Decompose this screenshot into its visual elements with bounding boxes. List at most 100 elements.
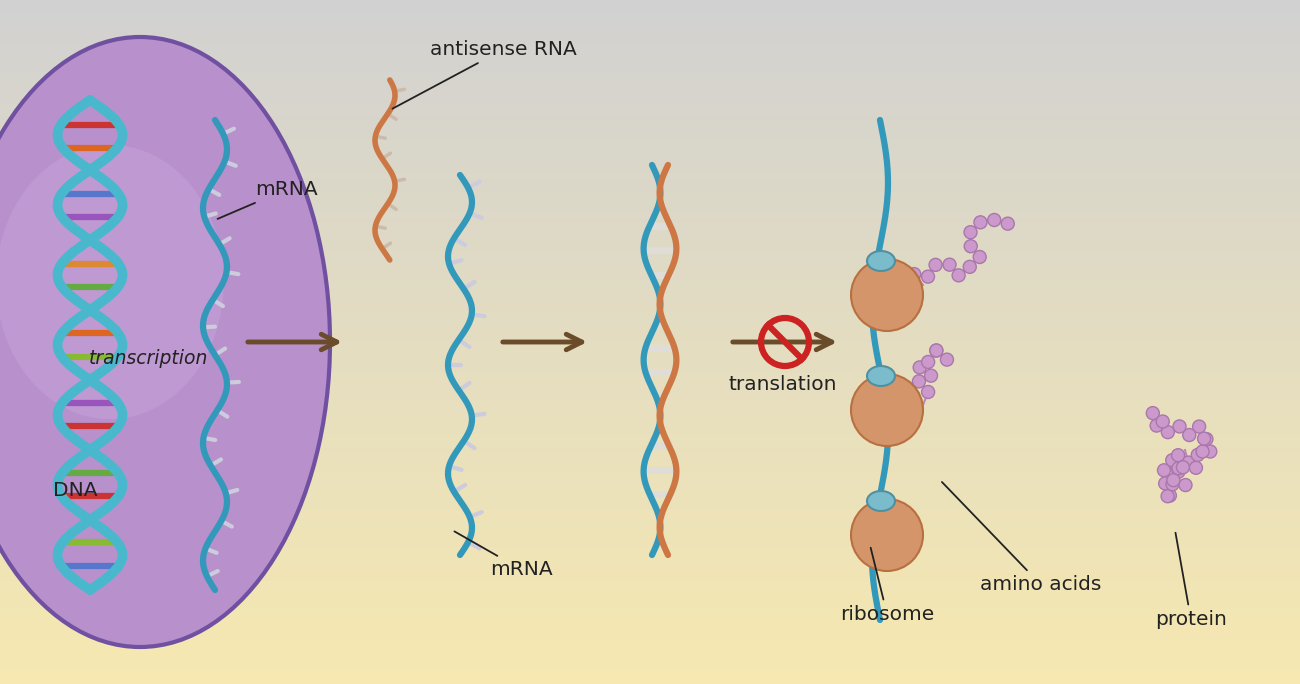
Bar [0, 17, 1300, 21]
Text: protein: protein [1154, 533, 1227, 629]
Bar [0, 171, 1300, 174]
Bar [0, 667, 1300, 670]
Bar [0, 366, 1300, 369]
Circle shape [1171, 449, 1184, 462]
Bar [0, 321, 1300, 325]
Circle shape [1200, 432, 1213, 445]
Bar [0, 222, 1300, 226]
Circle shape [1171, 465, 1184, 478]
Bar [0, 116, 1300, 120]
Bar [0, 58, 1300, 62]
Bar [0, 551, 1300, 554]
Bar [0, 212, 1300, 215]
Circle shape [952, 269, 965, 282]
Bar [0, 123, 1300, 127]
Bar [0, 544, 1300, 547]
Bar [0, 469, 1300, 472]
Bar [0, 359, 1300, 363]
Bar [0, 561, 1300, 564]
Bar [0, 352, 1300, 356]
Bar [0, 75, 1300, 79]
Bar [0, 380, 1300, 383]
Bar [0, 229, 1300, 233]
Bar [0, 106, 1300, 109]
Bar [0, 192, 1300, 195]
Circle shape [1173, 462, 1186, 475]
Circle shape [1001, 217, 1014, 231]
Bar [0, 89, 1300, 92]
Bar [0, 304, 1300, 308]
Bar [0, 68, 1300, 72]
Bar [0, 27, 1300, 31]
Bar [0, 400, 1300, 404]
Bar [0, 434, 1300, 438]
Text: amino acids: amino acids [942, 482, 1101, 594]
Bar [0, 246, 1300, 250]
Bar [0, 48, 1300, 51]
Circle shape [1164, 489, 1176, 502]
Bar [0, 14, 1300, 17]
Bar [0, 7, 1300, 10]
Bar [0, 492, 1300, 496]
Bar [0, 438, 1300, 441]
Bar [0, 510, 1300, 513]
Bar [0, 185, 1300, 188]
Bar [0, 164, 1300, 168]
Circle shape [852, 259, 923, 331]
Bar [0, 219, 1300, 222]
Circle shape [1169, 458, 1182, 471]
Bar [0, 626, 1300, 629]
Bar [0, 414, 1300, 417]
Bar [0, 499, 1300, 503]
Bar [0, 622, 1300, 626]
Bar [0, 342, 1300, 345]
Bar [0, 397, 1300, 400]
Circle shape [1157, 464, 1170, 477]
Bar [0, 465, 1300, 469]
Circle shape [940, 353, 953, 366]
Bar [0, 253, 1300, 256]
Bar [0, 21, 1300, 24]
Bar [0, 581, 1300, 585]
Ellipse shape [0, 145, 224, 419]
Ellipse shape [0, 37, 330, 647]
Circle shape [1179, 479, 1192, 492]
Circle shape [965, 226, 978, 239]
Bar [0, 489, 1300, 492]
Circle shape [1182, 456, 1195, 469]
Bar [0, 277, 1300, 280]
Bar [0, 315, 1300, 318]
Bar [0, 588, 1300, 592]
Bar [0, 568, 1300, 571]
Circle shape [965, 239, 978, 252]
Bar [0, 424, 1300, 428]
Bar [0, 157, 1300, 161]
Bar [0, 96, 1300, 99]
Bar [0, 417, 1300, 421]
Bar [0, 482, 1300, 486]
Bar [0, 154, 1300, 157]
Bar [0, 575, 1300, 578]
Bar [0, 534, 1300, 537]
Bar [0, 294, 1300, 298]
Bar [0, 677, 1300, 681]
Circle shape [1156, 415, 1169, 428]
Bar [0, 109, 1300, 113]
Bar [0, 681, 1300, 684]
Circle shape [974, 250, 987, 263]
Bar [0, 486, 1300, 489]
Circle shape [922, 270, 935, 283]
Bar [0, 428, 1300, 431]
Text: DNA: DNA [53, 480, 98, 499]
Circle shape [1204, 445, 1217, 458]
Text: mRNA: mRNA [217, 180, 317, 219]
Bar [0, 345, 1300, 349]
Circle shape [942, 258, 956, 271]
Bar [0, 646, 1300, 650]
Bar [0, 202, 1300, 205]
Bar [0, 513, 1300, 516]
Bar [0, 215, 1300, 219]
Bar [0, 598, 1300, 602]
Bar [0, 356, 1300, 359]
Bar [0, 527, 1300, 530]
